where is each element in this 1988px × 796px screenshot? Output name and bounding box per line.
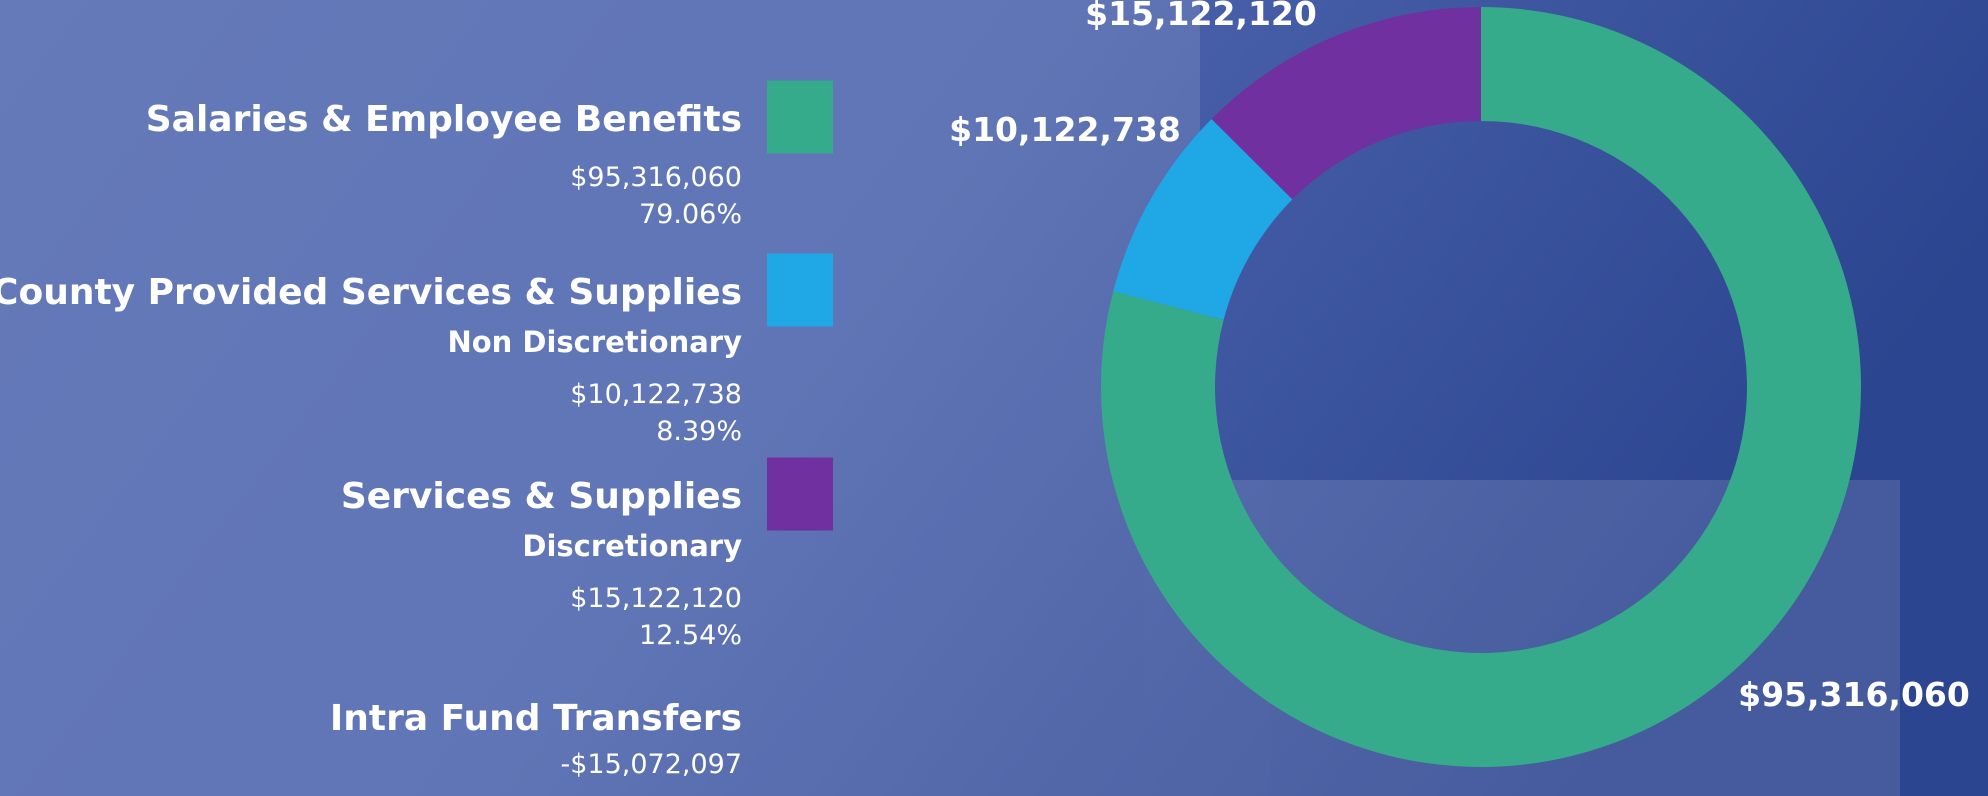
building-backdrop [0,0,1900,796]
legend-swatch [767,457,833,531]
legend-subtitle: Non Discretionary [447,325,742,359]
data-label: $10,122,738 [949,110,1181,149]
donut-slice [1211,7,1481,200]
legend-swatch [767,80,833,154]
legend-value: $95,316,060 [570,162,742,193]
legend-title: Salaries & Employee Benefits [146,99,742,140]
legend-percent: 12.54% [639,620,742,651]
data-label: $15,122,120 [1085,0,1317,33]
legend-subtitle: Discretionary [522,529,742,563]
donut-slice [1113,119,1293,320]
donut-slice [1101,7,1862,767]
legend-title: County Provided Services & Supplies [0,272,742,313]
legend-value: $15,122,120 [570,583,742,614]
legend-value: -$15,072,097 [560,749,742,780]
legend-title: Services & Supplies [341,476,742,517]
data-label: $95,316,060 [1738,675,1970,714]
legend-percent: 79.06% [639,199,742,230]
legend-swatch [767,253,833,327]
legend-title: Intra Fund Transfers [330,698,742,739]
legend-value: $10,122,738 [570,379,742,410]
legend-percent: 8.39% [656,416,742,447]
